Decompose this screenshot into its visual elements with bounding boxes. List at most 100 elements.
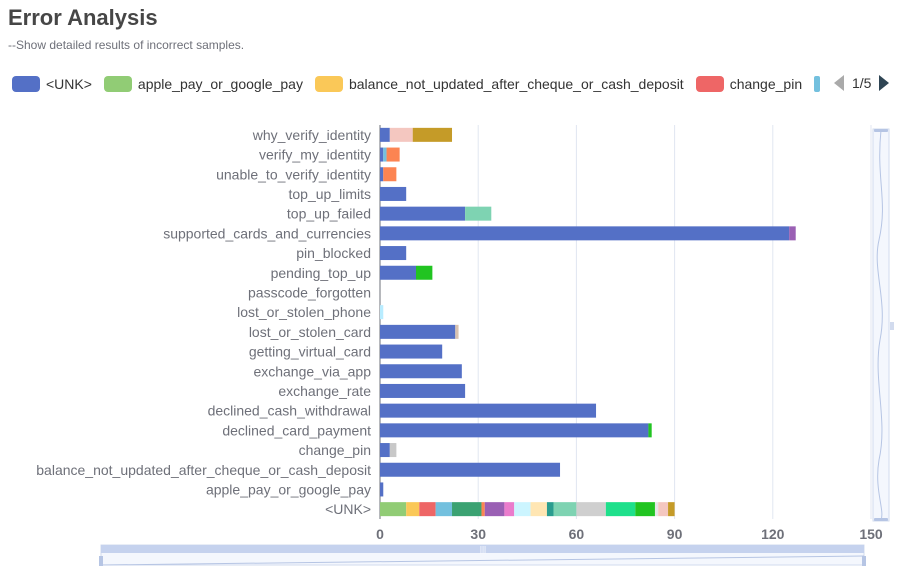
- bar-segment[interactable]: [380, 305, 384, 320]
- bar-segment[interactable]: [514, 502, 531, 517]
- y-tick-label: exchange_rate: [278, 383, 371, 399]
- vertical-zoom-handle-bottom[interactable]: [874, 518, 888, 521]
- bar-segment[interactable]: [412, 127, 453, 142]
- bar-segment[interactable]: [380, 423, 649, 438]
- vertical-zoom-slider[interactable]: [872, 128, 894, 522]
- legend-next-icon[interactable]: [879, 75, 890, 91]
- bar-segment[interactable]: [406, 502, 420, 517]
- bar-segment[interactable]: [380, 364, 462, 379]
- legend: <UNK> apple_pay_or_google_pay balance_no…: [12, 74, 832, 94]
- y-tick-label: verify_my_identity: [259, 147, 371, 163]
- horizontal-zoom-handle-right[interactable]: [862, 556, 866, 566]
- bar-segment[interactable]: [380, 482, 384, 497]
- legend-page-indicator: 1/5: [852, 75, 872, 91]
- legend-label: balance_not_updated_after_cheque_or_cash…: [348, 76, 684, 92]
- bar-segment[interactable]: [380, 502, 407, 517]
- bar-segment[interactable]: [386, 147, 400, 162]
- bar-segment[interactable]: [452, 502, 482, 517]
- bar-segment[interactable]: [668, 502, 675, 517]
- bar-segment[interactable]: [553, 502, 577, 517]
- vertical-zoom-grip[interactable]: [890, 322, 894, 330]
- bar-segment[interactable]: [455, 324, 459, 339]
- bar-segment[interactable]: [383, 167, 397, 182]
- horizontal-zoom-bar: [101, 545, 864, 553]
- bar-segment[interactable]: [504, 502, 515, 517]
- bar-segment[interactable]: [789, 226, 796, 241]
- legend-item-apple-pay[interactable]: apple_pay_or_google_pay: [103, 76, 303, 92]
- y-tick-label: apple_pay_or_google_pay: [206, 481, 371, 497]
- bar-segment[interactable]: [648, 423, 652, 438]
- y-tick-label: exchange_via_app: [253, 363, 371, 379]
- bar-segment[interactable]: [416, 265, 433, 280]
- legend-label: apple_pay_or_google_pay: [137, 76, 303, 92]
- legend-swatch: [695, 76, 724, 92]
- x-tick-label: 120: [761, 526, 785, 542]
- y-tick-label: declined_cash_withdrawal: [208, 403, 371, 419]
- y-tick-label: top_up_limits: [289, 186, 372, 202]
- bar-segment[interactable]: [546, 502, 554, 517]
- bar-segment[interactable]: [380, 226, 790, 241]
- bar-segment[interactable]: [419, 502, 436, 517]
- bar-segment[interactable]: [576, 502, 606, 517]
- bar-segment[interactable]: [380, 167, 384, 182]
- x-tick-label: 30: [470, 526, 486, 542]
- bar-segment[interactable]: [380, 246, 407, 261]
- bar-segment[interactable]: [380, 324, 456, 339]
- grid-lines: [379, 125, 872, 519]
- y-tick-label: supported_cards_and_currencies: [163, 225, 371, 241]
- x-tick-label: 60: [569, 526, 585, 542]
- horizontal-zoom-handle-left[interactable]: [99, 556, 103, 566]
- bar-segment[interactable]: [484, 502, 505, 517]
- bar-segment[interactable]: [380, 186, 407, 201]
- bar-segment[interactable]: [481, 502, 485, 517]
- legend-item-unk[interactable]: <UNK>: [12, 76, 92, 92]
- y-tick-label: lost_or_stolen_phone: [237, 304, 371, 320]
- legend-swatch: [314, 76, 343, 92]
- y-tick-label: declined_card_payment: [222, 422, 371, 438]
- horizontal-zoom-grip[interactable]: |||: [480, 545, 486, 554]
- legend-pager: 1/5: [834, 72, 890, 94]
- vertical-zoom-handle-top[interactable]: [874, 129, 888, 132]
- bar-segment[interactable]: [389, 443, 397, 458]
- y-tick-label: <UNK>: [325, 501, 371, 517]
- bar-segment[interactable]: [380, 344, 443, 359]
- y-tick-label: pin_blocked: [296, 245, 371, 261]
- bar-segment[interactable]: [435, 502, 453, 517]
- horizontal-zoom-slider[interactable]: |||: [99, 544, 866, 566]
- y-tick-label: top_up_failed: [287, 206, 371, 222]
- y-tick-label: passcode_forgotten: [248, 284, 371, 300]
- x-tick-label: 150: [859, 526, 883, 542]
- bar-segment[interactable]: [605, 502, 636, 517]
- bars: [380, 127, 796, 517]
- bar-segment[interactable]: [654, 502, 659, 517]
- legend-swatch: [103, 76, 132, 92]
- bar-segment[interactable]: [465, 206, 492, 221]
- bar-segment[interactable]: [380, 443, 390, 458]
- bar-segment[interactable]: [380, 383, 466, 398]
- bar-segment[interactable]: [380, 127, 390, 142]
- y-tick-label: change_pin: [299, 442, 371, 458]
- legend-item-partial[interactable]: [814, 76, 821, 92]
- legend-label: <UNK>: [46, 76, 92, 92]
- legend-item-change-pin[interactable]: change_pin: [695, 76, 802, 92]
- bar-segment[interactable]: [380, 462, 561, 477]
- x-tick-label: 90: [667, 526, 683, 542]
- bar-segment[interactable]: [383, 147, 387, 162]
- bar-segment[interactable]: [658, 502, 669, 517]
- legend-prev-icon[interactable]: [834, 75, 844, 91]
- chart-subtitle: --Show detailed results of incorrect sam…: [8, 38, 245, 52]
- legend-swatch: [12, 76, 40, 92]
- vertical-zoom-shadow: [876, 129, 883, 521]
- bar-segment[interactable]: [389, 127, 413, 142]
- y-tick-label: balance_not_updated_after_cheque_or_cash…: [36, 462, 371, 478]
- bar-segment[interactable]: [530, 502, 547, 517]
- legend-item-balance-not-updated[interactable]: balance_not_updated_after_cheque_or_cash…: [314, 76, 684, 92]
- bar-segment[interactable]: [380, 147, 384, 162]
- bar-segment[interactable]: [635, 502, 655, 517]
- bar-segment[interactable]: [380, 265, 417, 280]
- y-tick-label: pending_top_up: [271, 265, 372, 281]
- bar-segment[interactable]: [380, 403, 597, 418]
- bar-segment[interactable]: [380, 206, 466, 221]
- horizontal-zoom-shadow: [100, 555, 865, 566]
- y-tick-label: why_verify_identity: [252, 127, 371, 143]
